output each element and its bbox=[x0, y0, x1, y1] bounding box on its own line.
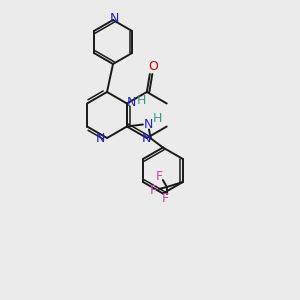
Text: H: H bbox=[153, 112, 163, 125]
Text: F: F bbox=[161, 193, 168, 206]
Text: O: O bbox=[148, 61, 158, 74]
Text: N: N bbox=[95, 131, 105, 145]
Text: F: F bbox=[149, 184, 156, 197]
Text: N: N bbox=[144, 118, 154, 131]
Text: F: F bbox=[155, 170, 162, 184]
Text: N: N bbox=[127, 96, 136, 109]
Text: N: N bbox=[142, 133, 152, 146]
Text: H: H bbox=[137, 94, 147, 107]
Text: N: N bbox=[109, 13, 119, 26]
